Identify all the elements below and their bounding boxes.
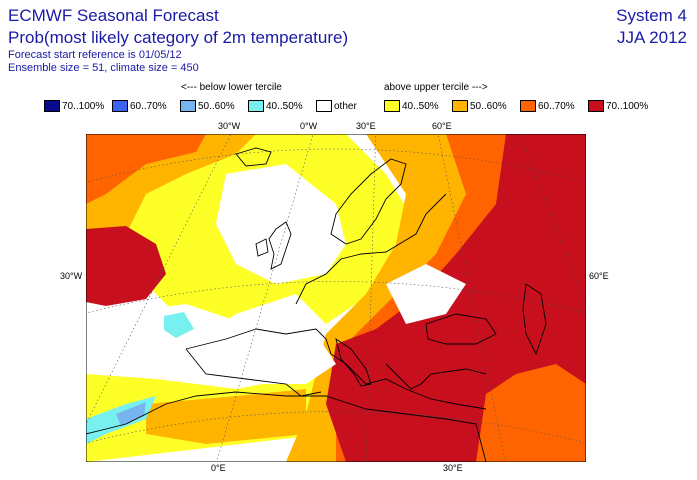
legend-swatch <box>384 100 400 112</box>
legend-label: 70..100% <box>62 100 105 112</box>
lon-label-30w-top: 30°W <box>218 121 241 131</box>
probability-map <box>86 134 586 462</box>
legend-swatch <box>44 100 60 112</box>
legend-below-60-70: 60..70% <box>112 99 167 113</box>
legend-other: other <box>316 99 357 113</box>
ensemble-size: Ensemble size = 51, climate size = 450 <box>8 62 199 74</box>
legend-swatch <box>248 100 264 112</box>
legend-swatch <box>588 100 604 112</box>
region-below-50-60 <box>116 402 146 426</box>
lon-label-30e-bottom: 30°E <box>443 463 463 473</box>
season-label: JJA 2012 <box>617 28 687 47</box>
legend-below-50-60: 50..60% <box>180 99 235 113</box>
legend-swatch <box>520 100 536 112</box>
legend-below-70-100: 70..100% <box>44 99 104 113</box>
legend-above-50-60: 50..60% <box>452 99 507 113</box>
region-above-60-70 <box>86 134 206 204</box>
coastlines <box>86 147 547 462</box>
region-other <box>386 264 466 324</box>
region-other <box>216 164 346 284</box>
legend-above-60-70: 60..70% <box>520 99 575 113</box>
lon-label-30e-top: 30°E <box>356 121 376 131</box>
legend-label: other <box>334 100 357 112</box>
lon-label-60e-right: 60°E <box>589 271 609 281</box>
lon-label-30w-left: 30°W <box>60 271 83 281</box>
above-tercile-heading: above upper tercile ---> <box>384 82 488 93</box>
legend-swatch <box>112 100 128 112</box>
legend-swatch <box>180 100 196 112</box>
legend-label: 60..70% <box>130 100 167 112</box>
map-title: ECMWF Seasonal Forecast <box>8 6 219 25</box>
legend-label: 50..60% <box>470 100 507 112</box>
region-above-70-100 <box>86 226 166 306</box>
legend-above-40-50: 40..50% <box>384 99 439 113</box>
legend-swatch <box>452 100 468 112</box>
legend-label: 50..60% <box>198 100 235 112</box>
legend-label: 40..50% <box>402 100 439 112</box>
region-above-50-60 <box>146 389 306 444</box>
lon-label-0w-top: 0°W <box>300 121 318 131</box>
system-label: System 4 <box>616 6 687 25</box>
forecast-start-reference: Forecast start reference is 01/05/12 <box>8 49 182 61</box>
below-tercile-heading: <--- below lower tercile <box>181 82 282 93</box>
legend-label: 70..100% <box>606 100 649 112</box>
map-subtitle: Prob(most likely category of 2m temperat… <box>8 28 349 47</box>
region-below-40-50 <box>164 312 194 338</box>
lon-label-60e-top: 60°E <box>432 121 452 131</box>
legend-label: 40..50% <box>266 100 303 112</box>
legend-above-70-100: 70..100% <box>588 99 648 113</box>
lon-label-0e-bottom: 0°E <box>211 463 226 473</box>
legend-below-40-50: 40..50% <box>248 99 303 113</box>
legend-swatch <box>316 100 332 112</box>
graticule <box>86 134 586 462</box>
legend-label: 60..70% <box>538 100 575 112</box>
